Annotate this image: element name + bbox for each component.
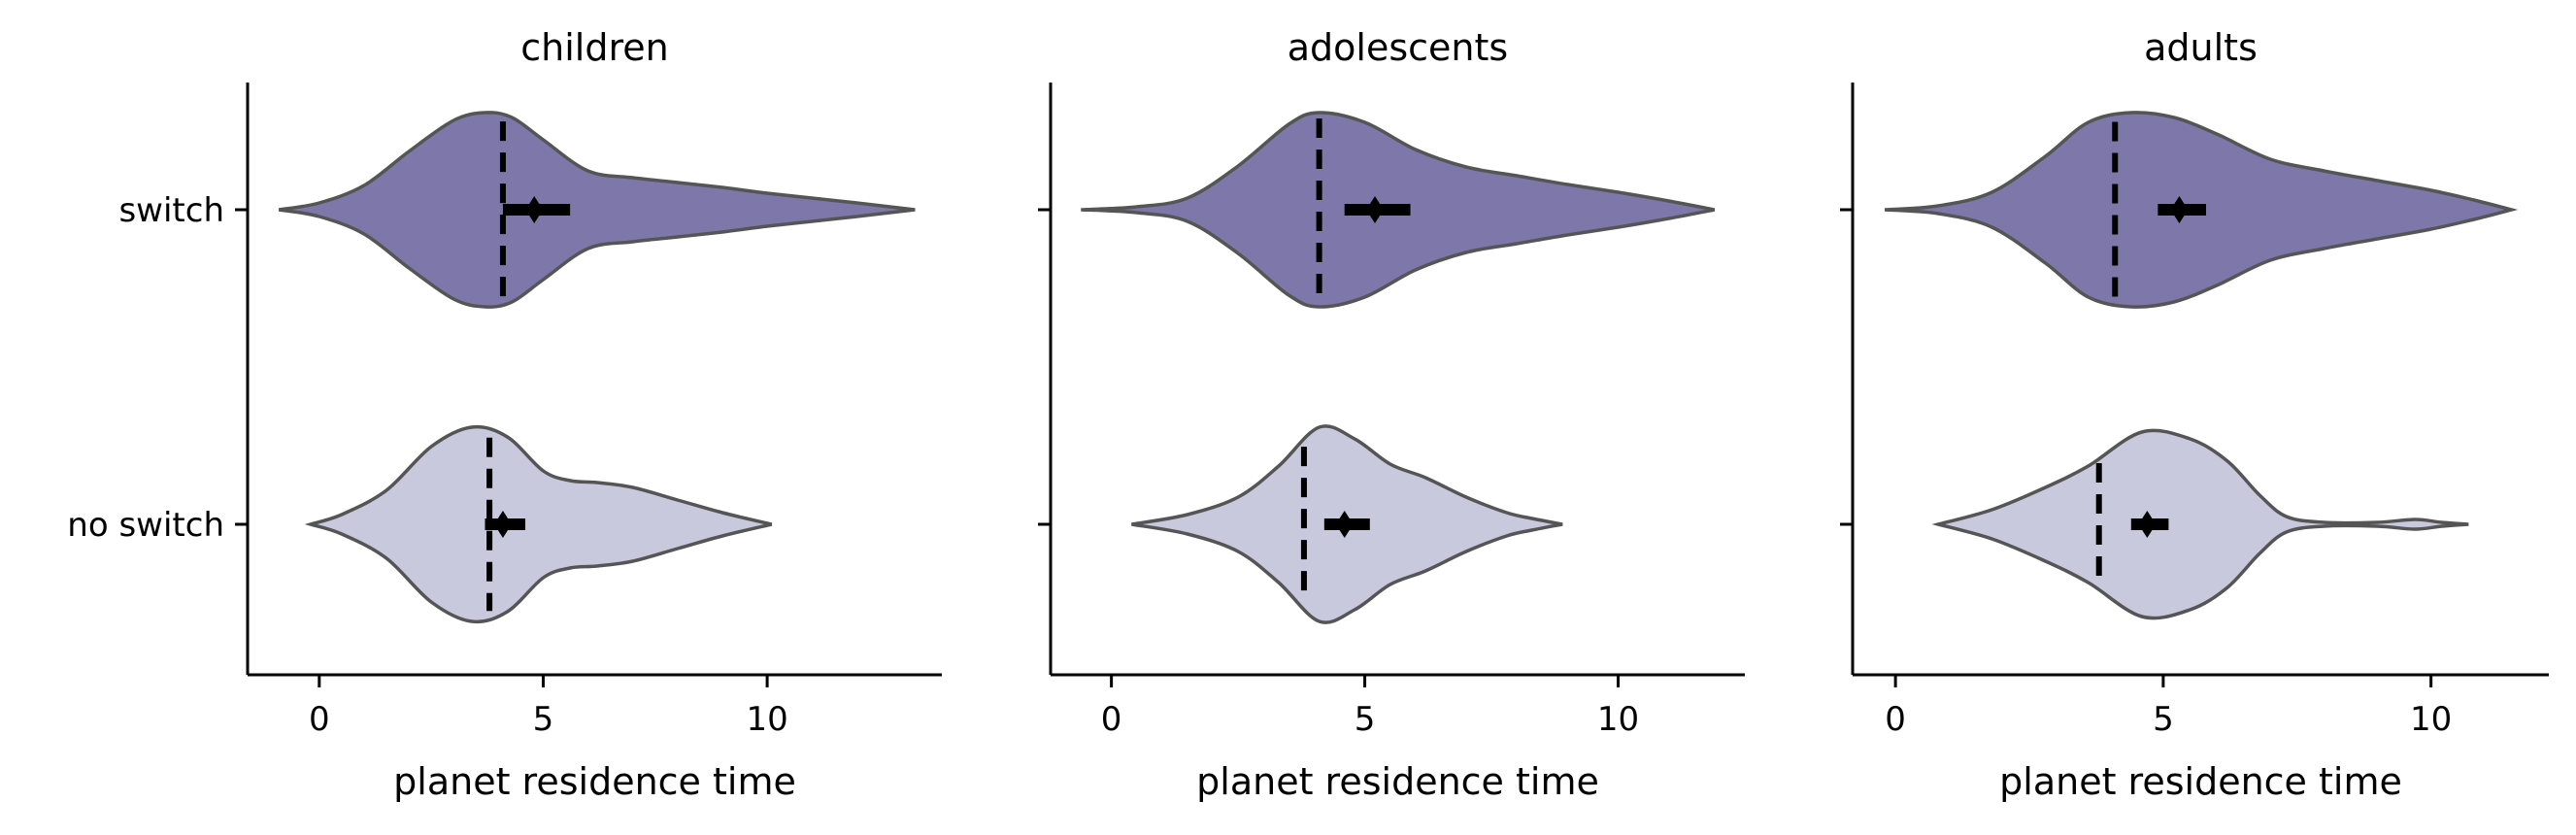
x-tick-label: 10 xyxy=(2410,700,2452,739)
x-tick-label: 5 xyxy=(1355,700,1376,739)
mean-marker xyxy=(1335,511,1354,538)
x-axis-label: planet residence time xyxy=(393,760,796,803)
x-axis-label: planet residence time xyxy=(1999,760,2402,803)
panel-title: adults xyxy=(2144,26,2258,69)
panel-adolescents: adolescents 0 5 10 planet residence time xyxy=(1038,26,1745,803)
mean-marker xyxy=(1366,196,1385,223)
panel-children: children switch no switch 0 5 10 planet reside… xyxy=(67,26,942,803)
panel-title: adolescents xyxy=(1288,26,1508,69)
mean-marker xyxy=(2170,196,2189,223)
mean-marker xyxy=(2138,511,2157,538)
y-tick-label: no switch xyxy=(67,506,224,545)
panel-title: children xyxy=(520,26,668,69)
violin-no-switch xyxy=(1931,428,2469,620)
y-tick-label: switch xyxy=(118,191,224,230)
x-tick-label: 0 xyxy=(309,700,330,739)
x-tick-label: 10 xyxy=(1597,700,1639,739)
x-tick-label: 5 xyxy=(533,700,554,739)
x-tick-label: 0 xyxy=(1885,700,1906,739)
violin-no-switch xyxy=(304,424,773,624)
x-tick-label: 5 xyxy=(2153,700,2174,739)
mean-marker xyxy=(493,511,512,538)
violin-switch xyxy=(279,111,916,309)
x-axis-label: planet residence time xyxy=(1196,760,1599,803)
x-tick-label: 10 xyxy=(746,700,787,739)
mean-marker xyxy=(525,196,544,223)
x-tick-label: 0 xyxy=(1101,700,1122,739)
